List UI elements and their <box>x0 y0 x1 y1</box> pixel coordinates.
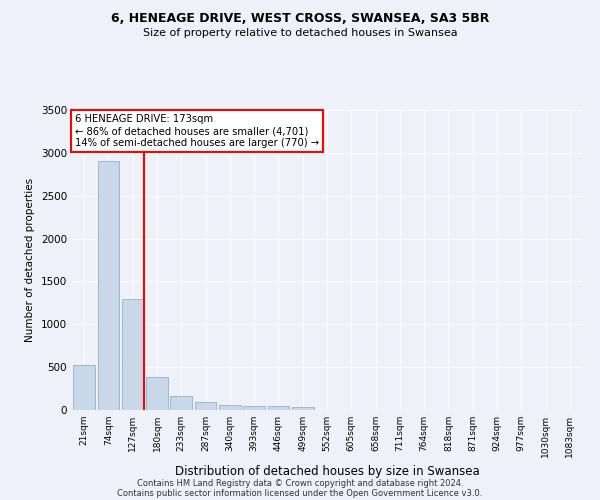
Bar <box>170 396 192 410</box>
Bar <box>194 402 217 410</box>
Text: 6 HENEAGE DRIVE: 173sqm
← 86% of detached houses are smaller (4,701)
14% of semi: 6 HENEAGE DRIVE: 173sqm ← 86% of detache… <box>74 114 319 148</box>
Text: 6, HENEAGE DRIVE, WEST CROSS, SWANSEA, SA3 5BR: 6, HENEAGE DRIVE, WEST CROSS, SWANSEA, S… <box>111 12 489 26</box>
X-axis label: Distribution of detached houses by size in Swansea: Distribution of detached houses by size … <box>175 466 479 478</box>
Text: Contains public sector information licensed under the Open Government Licence v3: Contains public sector information licen… <box>118 488 482 498</box>
Text: Size of property relative to detached houses in Swansea: Size of property relative to detached ho… <box>143 28 457 38</box>
Bar <box>73 364 95 410</box>
Bar <box>122 298 143 410</box>
Bar <box>97 162 119 410</box>
Bar <box>292 408 314 410</box>
Text: Contains HM Land Registry data © Crown copyright and database right 2024.: Contains HM Land Registry data © Crown c… <box>137 478 463 488</box>
Bar <box>268 406 289 410</box>
Bar <box>146 376 168 410</box>
Bar <box>243 406 265 410</box>
Bar <box>219 405 241 410</box>
Y-axis label: Number of detached properties: Number of detached properties <box>25 178 35 342</box>
